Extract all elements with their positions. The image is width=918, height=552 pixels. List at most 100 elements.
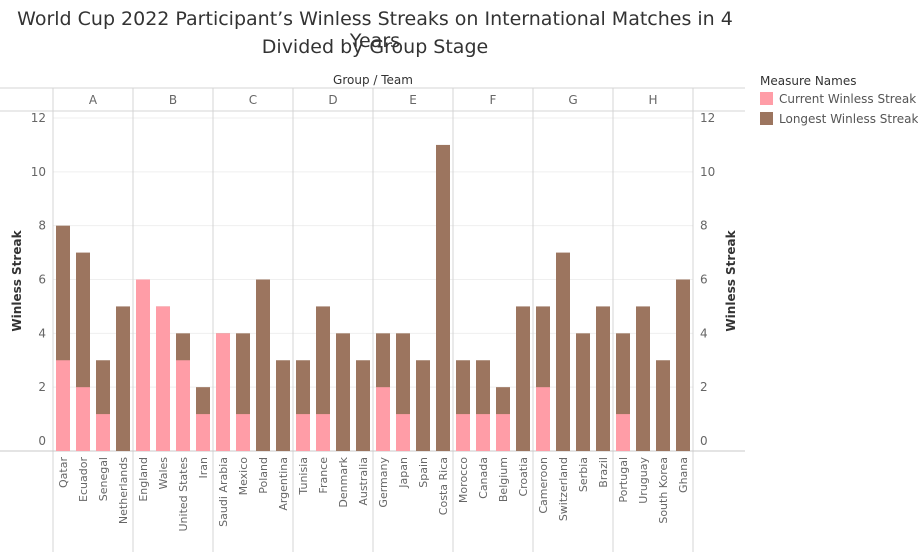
group-label-B: B (169, 93, 177, 107)
legend-label-current: Current Winless Streak (779, 92, 917, 106)
group-label-E: E (409, 93, 417, 107)
bar-longest-brazil (596, 306, 610, 451)
team-label-netherlands: Netherlands (117, 457, 130, 524)
y-tick-right-4: 4 (700, 326, 708, 340)
team-label-morocco: Morocco (457, 457, 470, 503)
bar-current-belgium (496, 414, 510, 451)
bar-current-mexico (236, 414, 250, 451)
y-tick-right-8: 8 (700, 219, 708, 233)
bar-current-qatar (56, 360, 70, 451)
group-label-A: A (89, 93, 98, 107)
legend-swatch-current (760, 92, 773, 105)
team-label-south-korea: South Korea (657, 457, 670, 524)
bar-longest-serbia (576, 333, 590, 451)
team-label-cameroon: Cameroon (537, 457, 550, 514)
bar-current-morocco (456, 414, 470, 451)
team-label-canada: Canada (477, 457, 490, 499)
legend-item-longest[interactable]: Longest Winless Streak (760, 112, 918, 126)
bar-longest-denmark (336, 333, 350, 451)
bar-current-ecuador (76, 387, 90, 451)
y-tick-left-4: 4 (38, 326, 46, 340)
team-label-tunisia: Tunisia (297, 457, 310, 496)
team-label-iran: Iran (197, 457, 210, 479)
y-tick-left-2: 2 (38, 380, 46, 394)
bar-longest-spain (416, 360, 430, 451)
bar-current-saudi-arabia (216, 333, 230, 451)
team-label-spain: Spain (417, 457, 430, 488)
y-axis-label-left: Winless Streak (10, 229, 24, 331)
team-label-uruguay: Uruguay (637, 457, 650, 504)
team-label-portugal: Portugal (617, 457, 630, 503)
bar-longest-south-korea (656, 360, 670, 451)
bar-longest-costa-rica (436, 144, 450, 451)
team-label-germany: Germany (377, 457, 390, 508)
header-label: Group / Team (333, 73, 413, 87)
y-tick-right-6: 6 (700, 273, 708, 287)
team-label-ecuador: Ecuador (77, 457, 90, 502)
y-tick-right-12: 12 (700, 111, 715, 125)
chart-title-line-1: World Cup 2022 Participant’s Winless Str… (17, 8, 733, 52)
team-label-japan: Japan (397, 457, 410, 489)
y-axis-label-right: Winless Streak (724, 229, 738, 331)
bar-current-france (316, 414, 330, 451)
team-label-croatia: Croatia (517, 457, 530, 497)
y-tick-left-8: 8 (38, 219, 46, 233)
group-label-C: C (249, 93, 257, 107)
legend-label-longest: Longest Winless Streak (779, 112, 918, 126)
bar-current-japan (396, 414, 410, 451)
team-label-qatar: Qatar (57, 457, 70, 488)
bar-longest-australia (356, 360, 370, 451)
team-label-serbia: Serbia (577, 457, 590, 492)
legend-title: Measure Names (760, 74, 857, 88)
group-label-G: G (568, 93, 577, 107)
team-label-brazil: Brazil (597, 457, 610, 488)
group-label-F: F (490, 93, 497, 107)
bar-current-germany (376, 387, 390, 451)
team-label-denmark: Denmark (337, 456, 350, 507)
bar-longest-netherlands (116, 306, 130, 451)
team-label-england: England (137, 457, 150, 502)
team-label-australia: Australia (357, 457, 370, 506)
team-label-united-states: United States (177, 457, 190, 532)
team-label-poland: Poland (257, 457, 270, 494)
team-label-france: France (317, 457, 330, 494)
team-label-saudi-arabia: Saudi Arabia (217, 457, 230, 527)
team-label-ghana: Ghana (677, 457, 690, 493)
bar-longest-croatia (516, 306, 530, 451)
bar-longest-argentina (276, 360, 290, 451)
bar-current-tunisia (296, 414, 310, 451)
y-tick-left-6: 6 (38, 273, 46, 287)
y-tick-left-0: 0 (38, 434, 46, 448)
y-tick-right-10: 10 (700, 165, 715, 179)
y-tick-left-12: 12 (31, 111, 46, 125)
bar-current-iran (196, 414, 210, 451)
y-tick-right-2: 2 (700, 380, 708, 394)
bar-longest-poland (256, 279, 270, 451)
team-label-senegal: Senegal (97, 457, 110, 501)
bar-current-united-states (176, 360, 190, 451)
bar-current-senegal (96, 414, 110, 451)
team-label-wales: Wales (157, 457, 170, 490)
legend-item-current[interactable]: Current Winless Streak (760, 92, 916, 106)
team-label-argentina: Argentina (277, 457, 290, 511)
bar-current-england (136, 279, 150, 451)
legend-swatch-longest (760, 112, 773, 125)
bar-longest-switzerland (556, 252, 570, 451)
bar-current-canada (476, 414, 490, 451)
group-label-H: H (648, 93, 657, 107)
team-label-costa-rica: Costa Rica (437, 457, 450, 515)
chart-title-line-2: Divided by Group Stage (261, 36, 489, 58)
group-label-D: D (328, 93, 337, 107)
bar-current-wales (156, 306, 170, 451)
bar-current-portugal (616, 414, 630, 451)
bar-longest-uruguay (636, 306, 650, 451)
team-label-mexico: Mexico (237, 457, 250, 496)
bar-current-cameroon (536, 387, 550, 451)
bar-longest-ghana (676, 279, 690, 451)
team-label-belgium: Belgium (497, 457, 510, 502)
y-tick-left-10: 10 (31, 165, 46, 179)
y-tick-right-0: 0 (700, 434, 708, 448)
team-label-switzerland: Switzerland (557, 457, 570, 521)
